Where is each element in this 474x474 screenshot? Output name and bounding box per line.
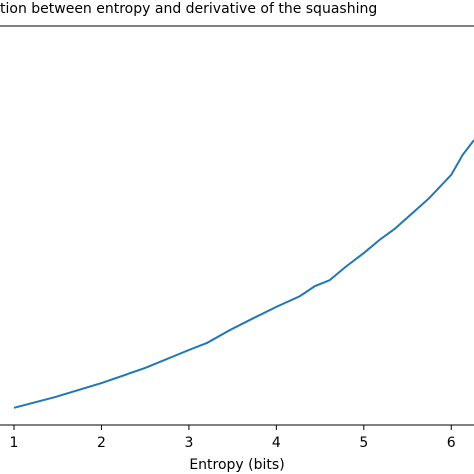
x-tick-label: 6 (447, 435, 456, 451)
x-tick-label: 4 (272, 435, 281, 451)
data-line (13, 139, 474, 409)
x-tick-label: 2 (97, 435, 106, 451)
x-axis-label: Entropy (bits) (189, 457, 284, 473)
chart-title: tion between entropy and derivative of t… (0, 1, 377, 17)
x-tick-label: 5 (359, 435, 368, 451)
x-tick-label: 3 (184, 435, 193, 451)
x-tick-label: 1 (10, 435, 19, 451)
